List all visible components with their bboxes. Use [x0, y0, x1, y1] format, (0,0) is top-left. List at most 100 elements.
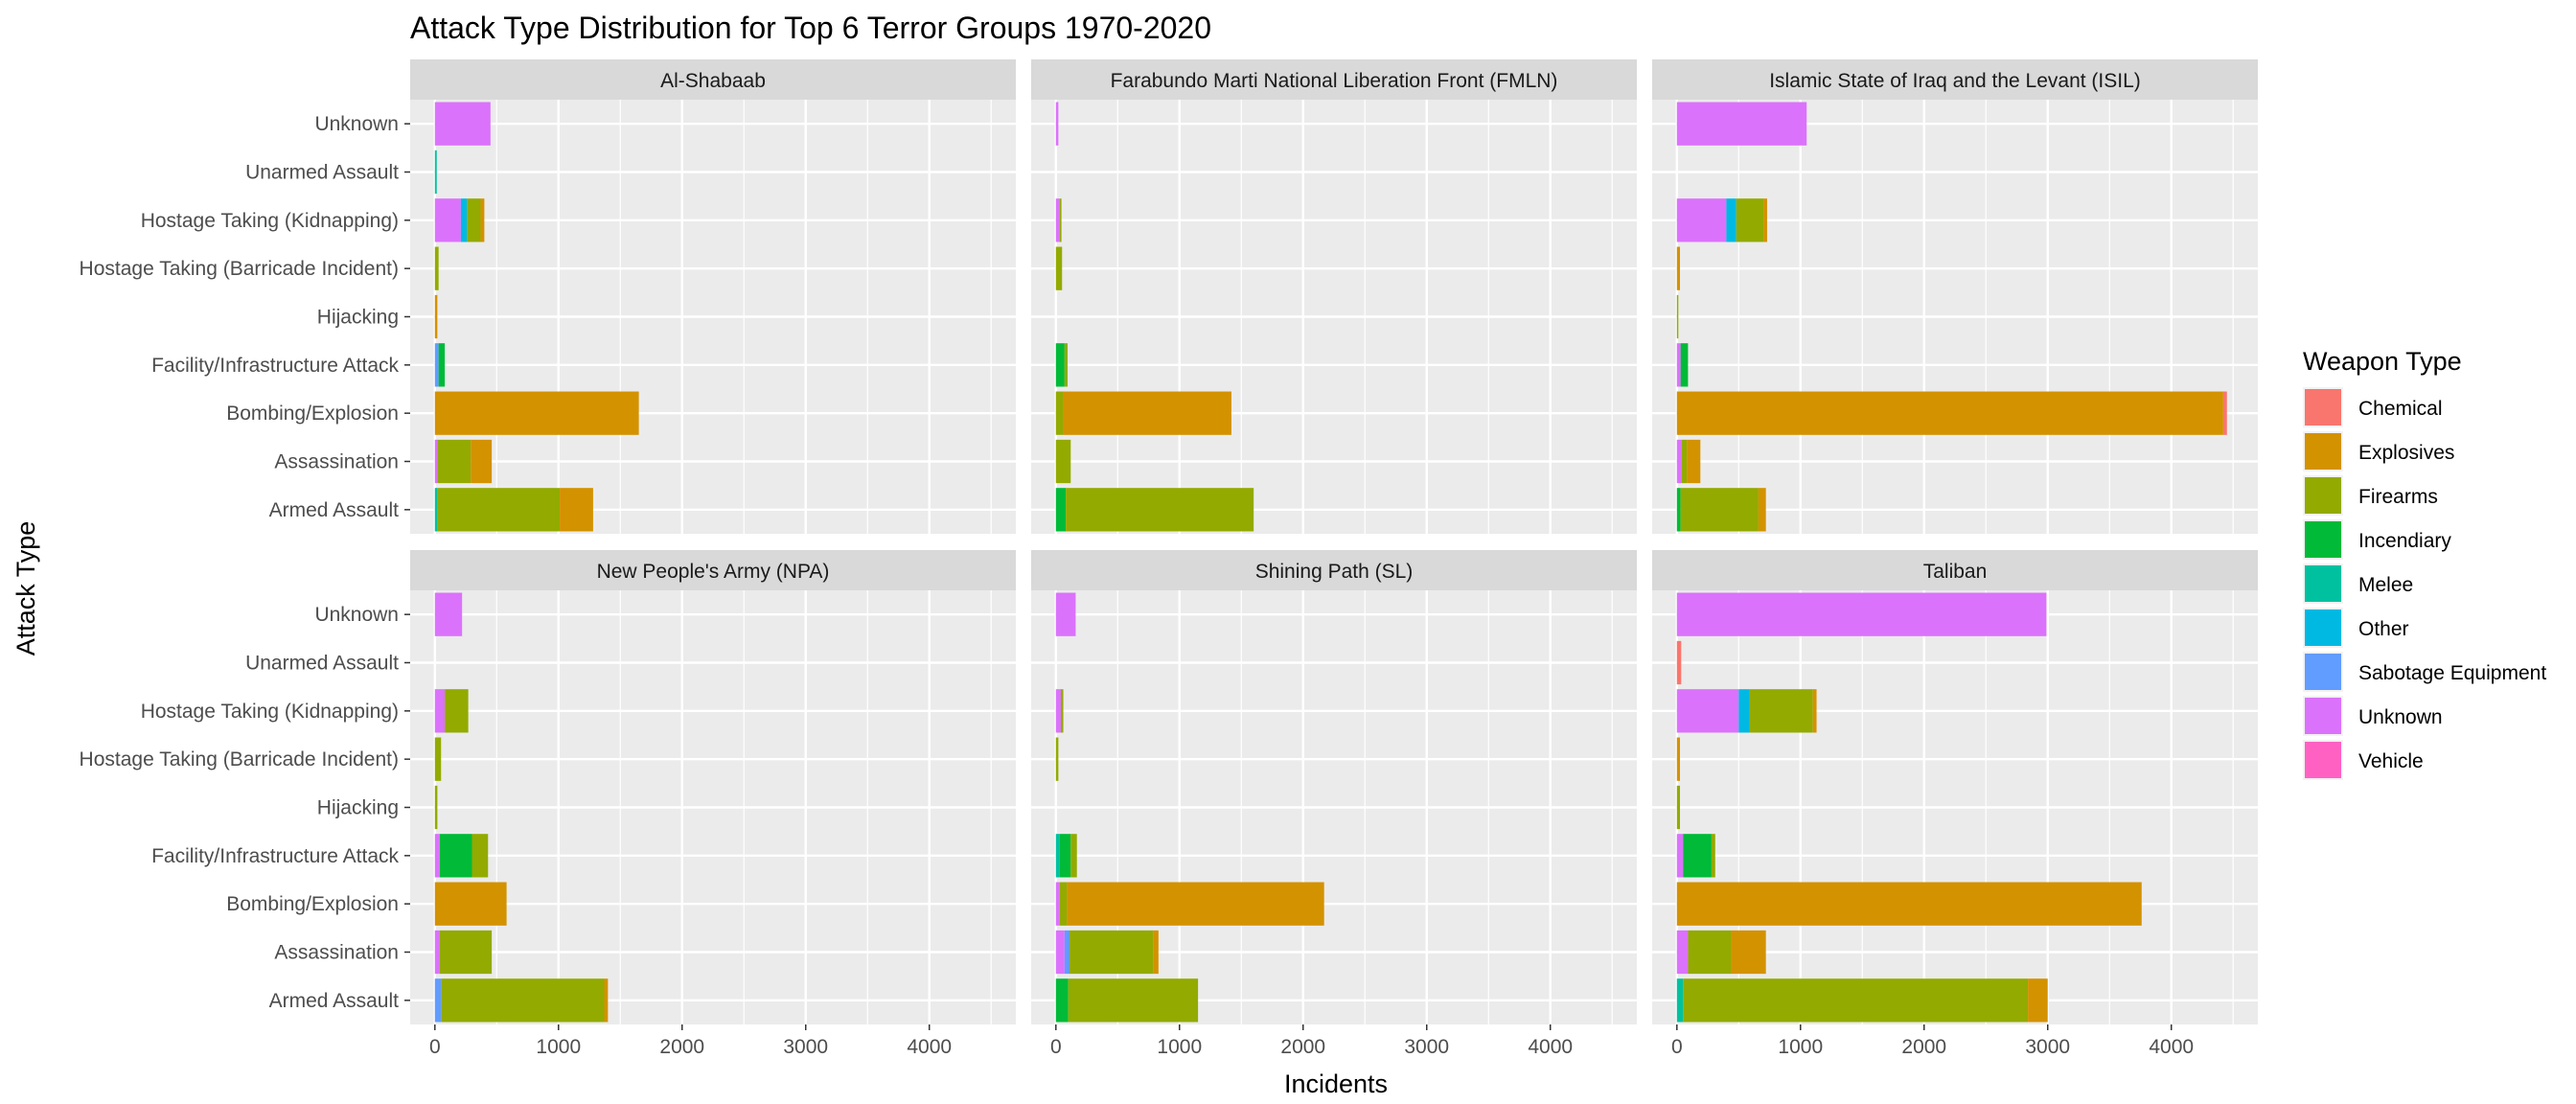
- bar-segment-firearms: [1070, 834, 1077, 878]
- bar-segment-explosives: [480, 198, 485, 242]
- bar-armed-assault: [1055, 978, 1199, 1023]
- bar-segment-explosives: [2028, 978, 2048, 1023]
- y-axis-title: Attack Type: [12, 521, 40, 656]
- bar-assassination: [434, 439, 493, 484]
- y-tick-label: Hostage Taking (Kidnapping): [141, 701, 399, 723]
- bar-segment-incendiary: [1055, 488, 1067, 532]
- bar-segment-melee: [434, 150, 437, 195]
- legend-item-sabotage-equipment: Sabotage Equipment: [2303, 652, 2546, 692]
- bar-segment-unknown: [434, 102, 491, 146]
- bar-bombing-explosion: [1676, 391, 2227, 435]
- legend-item-incendiary: Incendiary: [2303, 519, 2451, 560]
- bar-segment-firearms: [472, 834, 489, 878]
- bar-segment-chemical: [2222, 391, 2227, 435]
- bar-armed-assault: [1676, 488, 1766, 532]
- bar-segment-firearms: [1749, 689, 1813, 733]
- bar-segment-explosives: [1676, 737, 1681, 781]
- legend-label: Vehicle: [2358, 750, 2424, 772]
- bar-segment-unknown: [434, 689, 446, 733]
- y-tick-label: Armed Assault: [269, 499, 400, 521]
- bar-assassination: [1055, 930, 1159, 975]
- bar-bombing-explosion: [434, 391, 639, 435]
- x-tick-label: 2000: [1280, 1036, 1325, 1058]
- facet-title: New People's Army (NPA): [597, 561, 830, 583]
- x-tick-label: 4000: [907, 1036, 952, 1058]
- bar-hostage-taking-barricade-incident: [1676, 737, 1681, 781]
- bar-segment-firearms: [1060, 689, 1064, 733]
- bar-segment-unknown: [1055, 689, 1061, 733]
- bar-hostage-taking-barricade-incident: [434, 737, 442, 781]
- bar-segment-unknown: [1055, 102, 1059, 146]
- bar-armed-assault: [1055, 488, 1254, 532]
- bar-segment-firearms: [434, 246, 439, 290]
- bar-segment-incendiary: [1683, 834, 1712, 878]
- bar-segment-unknown: [1676, 930, 1689, 975]
- legend-item-unknown: Unknown: [2303, 696, 2443, 736]
- bar-segment-firearms: [1683, 978, 2029, 1023]
- x-tick-label: 0: [1050, 1036, 1062, 1058]
- y-tick-label: Hijacking: [317, 797, 399, 819]
- bar-hostage-taking-kidnapping: [434, 198, 485, 242]
- legend-item-chemical: Chemical: [2303, 387, 2443, 427]
- facet-strip: [410, 550, 1016, 590]
- legend: Weapon Type Chemical Explosives Firearms In…: [2303, 347, 2546, 780]
- panel-shining-path-sl: Shining Path (SL) 0 1000 2000 3000 4000: [1031, 550, 1637, 1058]
- bar-segment-firearms: [1676, 785, 1681, 830]
- y-tick-label: Unknown: [314, 113, 399, 135]
- y-tick-label: Hijacking: [317, 307, 399, 329]
- panel-grid: Al-Shabaab Armed Assault Assassination Bomb…: [80, 59, 2258, 1058]
- chart-title: Attack Type Distribution for Top 6 Terro…: [410, 11, 1211, 45]
- bar-segment-firearms: [434, 737, 442, 781]
- bar-bombing-explosion: [1055, 391, 1231, 435]
- panel-new-people-s-army-npa: New People's Army (NPA) Armed Assault Assa…: [80, 550, 1016, 1058]
- bar-segment-firearms: [1055, 439, 1071, 484]
- bar-segment-sabotage-equipment: [434, 978, 442, 1023]
- bar-facility-infrastructure-attack: [1676, 834, 1715, 878]
- bar-segment-unknown: [434, 930, 440, 975]
- legend-swatch: [2305, 654, 2341, 690]
- bar-segment-firearms: [1711, 834, 1715, 878]
- legend-item-firearms: Firearms: [2303, 475, 2438, 516]
- bar-segment-other: [460, 198, 468, 242]
- bar-segment-explosives: [434, 391, 639, 435]
- bar-segment-firearms: [1688, 930, 1732, 975]
- bar-segment-explosives: [1676, 246, 1681, 290]
- bar-segment-firearms: [1680, 488, 1759, 532]
- bar-segment-unknown: [1055, 592, 1076, 636]
- x-tick-label: 1000: [536, 1036, 581, 1058]
- bar-segment-unknown: [1055, 930, 1065, 975]
- bar-segment-firearms: [437, 488, 561, 532]
- y-tick-label: Bombing/Explosion: [226, 893, 399, 915]
- bar-hijacking: [1676, 785, 1681, 830]
- bar-unknown: [1055, 592, 1076, 636]
- bar-segment-firearms: [1055, 737, 1059, 781]
- bar-unknown: [1676, 592, 2047, 636]
- bar-segment-sabotage-equipment: [434, 343, 439, 387]
- bar-hijacking: [434, 294, 438, 339]
- bar-assassination: [1055, 439, 1071, 484]
- bar-segment-unknown: [434, 592, 463, 636]
- bar-segment-firearms: [1059, 882, 1068, 926]
- legend-label: Explosives: [2358, 442, 2454, 464]
- x-tick-label: 2000: [659, 1036, 704, 1058]
- bar-segment-incendiary: [1055, 978, 1069, 1023]
- y-tick-label: Facility/Infrastructure Attack: [151, 845, 399, 867]
- legend-label: Incendiary: [2358, 530, 2451, 552]
- facet-strip: [410, 59, 1016, 100]
- legend-label: Unknown: [2358, 706, 2443, 728]
- bar-segment-firearms: [437, 439, 472, 484]
- y-tick-label: Assassination: [274, 942, 399, 964]
- panel-taliban: Taliban 0 1000 2000 3000 4000: [1652, 550, 2258, 1058]
- bar-assassination: [1676, 439, 1701, 484]
- bar-segment-explosives: [1687, 439, 1701, 484]
- y-tick-label: Assassination: [274, 451, 399, 473]
- bar-segment-unknown: [1055, 882, 1060, 926]
- facet-title: Shining Path (SL): [1255, 561, 1414, 583]
- facet-strip: [1031, 550, 1637, 590]
- bar-hostage-taking-kidnapping: [1055, 198, 1062, 242]
- bar-segment-firearms: [1681, 439, 1688, 484]
- y-tick-label: Bombing/Explosion: [226, 402, 399, 425]
- bar-hostage-taking-barricade-incident: [434, 246, 439, 290]
- bar-facility-infrastructure-attack: [1055, 343, 1069, 387]
- bar-facility-infrastructure-attack: [434, 343, 446, 387]
